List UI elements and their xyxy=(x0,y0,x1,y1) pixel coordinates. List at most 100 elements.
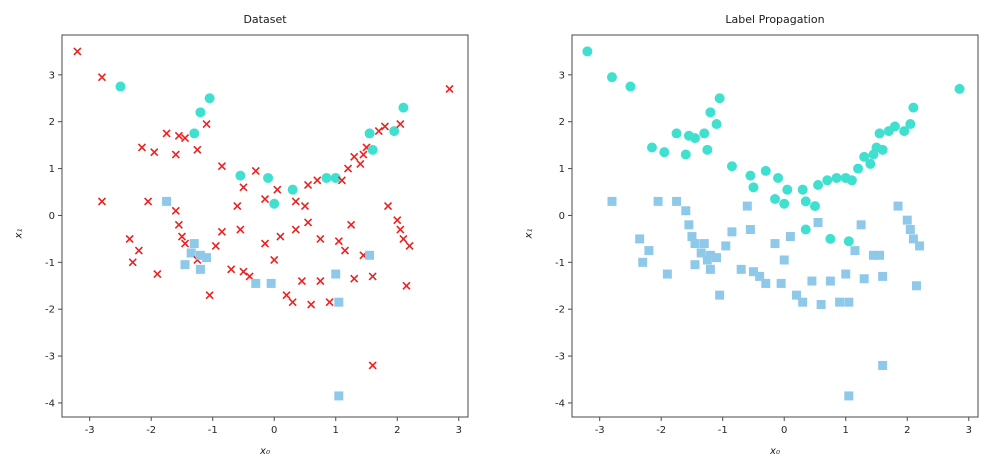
point-square xyxy=(266,278,276,288)
point-square xyxy=(672,196,682,206)
point-square xyxy=(699,239,709,249)
y-tick-label: -1 xyxy=(555,258,565,269)
y-tick-label: 3 xyxy=(559,70,565,81)
point-x-unlabeled xyxy=(227,265,236,274)
point-square xyxy=(905,225,915,235)
point-x-unlabeled xyxy=(125,234,134,243)
point-circle xyxy=(825,233,836,244)
point-x-unlabeled xyxy=(236,225,245,234)
point-square xyxy=(180,260,190,270)
point-circle xyxy=(321,172,332,183)
x-tick-label: 0 xyxy=(271,425,277,436)
point-x-unlabeled xyxy=(325,298,334,307)
point-circle xyxy=(782,184,793,195)
point-x-unlabeled xyxy=(150,148,159,157)
point-x-unlabeled xyxy=(217,227,227,236)
y-tick-label: -1 xyxy=(45,258,55,269)
point-circle xyxy=(813,179,824,190)
point-x-unlabeled xyxy=(297,277,306,286)
point-square xyxy=(684,220,694,230)
point-square xyxy=(662,269,672,279)
point-x-unlabeled xyxy=(350,274,359,283)
point-square xyxy=(742,201,752,211)
x-tick-label: 3 xyxy=(456,425,462,436)
point-square xyxy=(893,201,903,211)
point-circle xyxy=(714,93,725,104)
point-square xyxy=(687,232,697,242)
point-circle xyxy=(726,161,737,172)
point-square xyxy=(162,196,172,206)
point-x-unlabeled xyxy=(303,180,313,190)
point-circle xyxy=(625,81,636,92)
x-tick-label: 2 xyxy=(904,425,910,436)
point-square xyxy=(681,206,691,216)
point-square xyxy=(690,260,700,270)
point-x-unlabeled xyxy=(239,183,248,192)
point-x-unlabeled xyxy=(270,255,279,265)
point-square xyxy=(856,220,866,230)
point-circle xyxy=(748,182,759,193)
point-square xyxy=(835,297,845,307)
point-circle xyxy=(195,107,206,118)
point-square xyxy=(770,239,780,249)
point-circle xyxy=(905,119,916,130)
point-circle xyxy=(204,93,215,104)
point-circle xyxy=(877,144,888,155)
point-square xyxy=(841,269,851,279)
y-tick-label: -2 xyxy=(555,305,565,316)
point-square xyxy=(868,250,878,260)
point-x-unlabeled xyxy=(396,225,405,234)
y-tick-label: 2 xyxy=(49,117,55,128)
point-square xyxy=(690,239,700,249)
point-square xyxy=(635,234,645,244)
point-square xyxy=(779,255,789,265)
point-square xyxy=(365,250,375,260)
x-axis-label-dataset: x₀ xyxy=(260,446,270,457)
point-square xyxy=(875,250,885,260)
x-tick-label: -3 xyxy=(595,425,605,436)
point-circle xyxy=(760,165,771,176)
plot-frame xyxy=(61,34,469,418)
point-circle xyxy=(659,147,670,158)
point-square xyxy=(813,217,823,227)
point-square xyxy=(696,248,706,258)
chart-title-dataset: Dataset xyxy=(243,13,287,26)
dataset-scatter-plot: -3 -2 -1 0 1 2 3 -4 -3 -2 -1 0 1 2 3 xyxy=(45,34,469,436)
point-circle xyxy=(699,128,710,139)
point-x-unlabeled xyxy=(251,166,260,175)
point-circle xyxy=(367,144,378,155)
point-x-unlabeled xyxy=(383,202,393,211)
point-circle xyxy=(646,142,657,153)
y-tick-label: 3 xyxy=(49,70,55,81)
point-square xyxy=(195,250,205,260)
x-tick-label: -3 xyxy=(85,425,95,436)
point-square xyxy=(792,290,802,300)
point-square xyxy=(705,250,715,260)
point-circle xyxy=(189,128,200,139)
point-square xyxy=(911,281,921,291)
point-x-unlabeled xyxy=(340,246,350,255)
chart-label-propagation: -3 -2 -1 0 1 2 3 -4 -3 -2 -1 0 1 2 3 Label Propagation… xyxy=(520,7,990,459)
point-x-unlabeled xyxy=(380,122,390,131)
point-circle xyxy=(389,126,400,137)
point-circle xyxy=(809,201,820,212)
point-x-unlabeled xyxy=(399,234,408,243)
point-x-unlabeled xyxy=(316,277,325,286)
point-square xyxy=(721,241,731,251)
point-x-unlabeled xyxy=(303,218,313,227)
point-x-unlabeled xyxy=(239,267,248,276)
point-circle xyxy=(843,236,854,247)
point-x-unlabeled xyxy=(211,241,220,250)
point-circle xyxy=(889,121,900,132)
y-axis-label-dataset: x₁ xyxy=(13,228,25,238)
point-square xyxy=(878,271,888,281)
point-square xyxy=(785,232,795,242)
point-x-unlabeled xyxy=(291,225,300,234)
point-circle xyxy=(398,102,409,113)
point-x-unlabeled xyxy=(402,281,411,290)
y-tick-label: -3 xyxy=(555,352,565,363)
point-square xyxy=(607,196,617,206)
point-x-unlabeled xyxy=(374,127,383,136)
point-square xyxy=(334,297,344,307)
